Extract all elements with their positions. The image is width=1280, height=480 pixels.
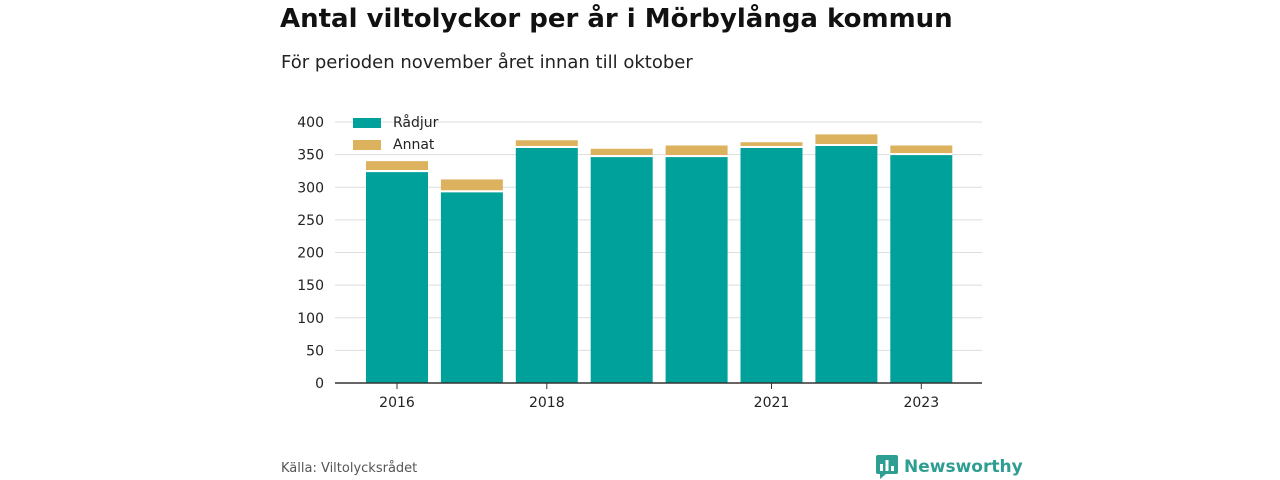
bar-radjur-2019: [590, 156, 653, 383]
y-tick-label: 300: [297, 180, 324, 196]
y-tick-label: 250: [297, 213, 324, 229]
legend-swatch-radjur: [353, 118, 381, 128]
bar-radjur-2016: [366, 171, 428, 383]
legend-item-annat: Annat: [353, 134, 438, 156]
bar-radjur-2017: [440, 191, 503, 383]
brand-logo[interactable]: Newsworthy: [876, 455, 1023, 479]
grid-lines: [335, 121, 982, 351]
x-tick-label: 2016: [379, 395, 415, 411]
y-tick-label: 400: [297, 115, 324, 131]
bar-radjur-2021: [740, 147, 803, 383]
chart-title: Antal viltolyckor per år i Mörbylånga ko…: [280, 4, 953, 34]
bar-radjur-2020: [665, 156, 728, 383]
x-tick-label: 2018: [529, 395, 565, 411]
bar-annat-2023: [890, 145, 953, 154]
bar-annat-2017: [440, 179, 503, 191]
x-tick-label: 2023: [903, 395, 939, 411]
bar-radjur-2018: [515, 147, 578, 383]
bar-annat-2018: [515, 140, 578, 146]
bar-annat-2016: [366, 161, 428, 171]
source-note: Källa: Viltolycksrådet: [281, 461, 418, 476]
y-tick-label: 0: [315, 376, 324, 392]
brand-name: Newsworthy: [904, 457, 1023, 477]
bar-annat-2022: [815, 134, 878, 144]
bar-annat-2019: [590, 148, 653, 156]
bar-annat-2021: [740, 142, 803, 146]
y-tick-label: 150: [297, 278, 324, 294]
chart-subtitle: För perioden november året innan till ok…: [281, 52, 693, 73]
y-tick-label: 100: [297, 311, 324, 327]
y-tick-label: 50: [306, 343, 324, 359]
bar-radjur-2023: [890, 154, 953, 383]
x-tick-label: 2021: [754, 395, 790, 411]
legend-label-annat: Annat: [393, 137, 435, 153]
legend: Rådjur Annat: [353, 112, 438, 156]
bar-radjur-2022: [815, 145, 878, 383]
bars: [366, 134, 953, 383]
newsworthy-logo-icon: [876, 455, 898, 479]
y-tick-label: 350: [297, 148, 324, 164]
axes: 0 50 100 150 200 250 300 350 400 2016 2018 2021 2023: [297, 115, 982, 411]
legend-item-radjur: Rådjur: [353, 112, 438, 134]
legend-label-radjur: Rådjur: [393, 115, 439, 131]
legend-swatch-annat: [353, 140, 381, 150]
y-tick-label: 200: [297, 246, 324, 262]
bar-annat-2020: [665, 145, 728, 156]
